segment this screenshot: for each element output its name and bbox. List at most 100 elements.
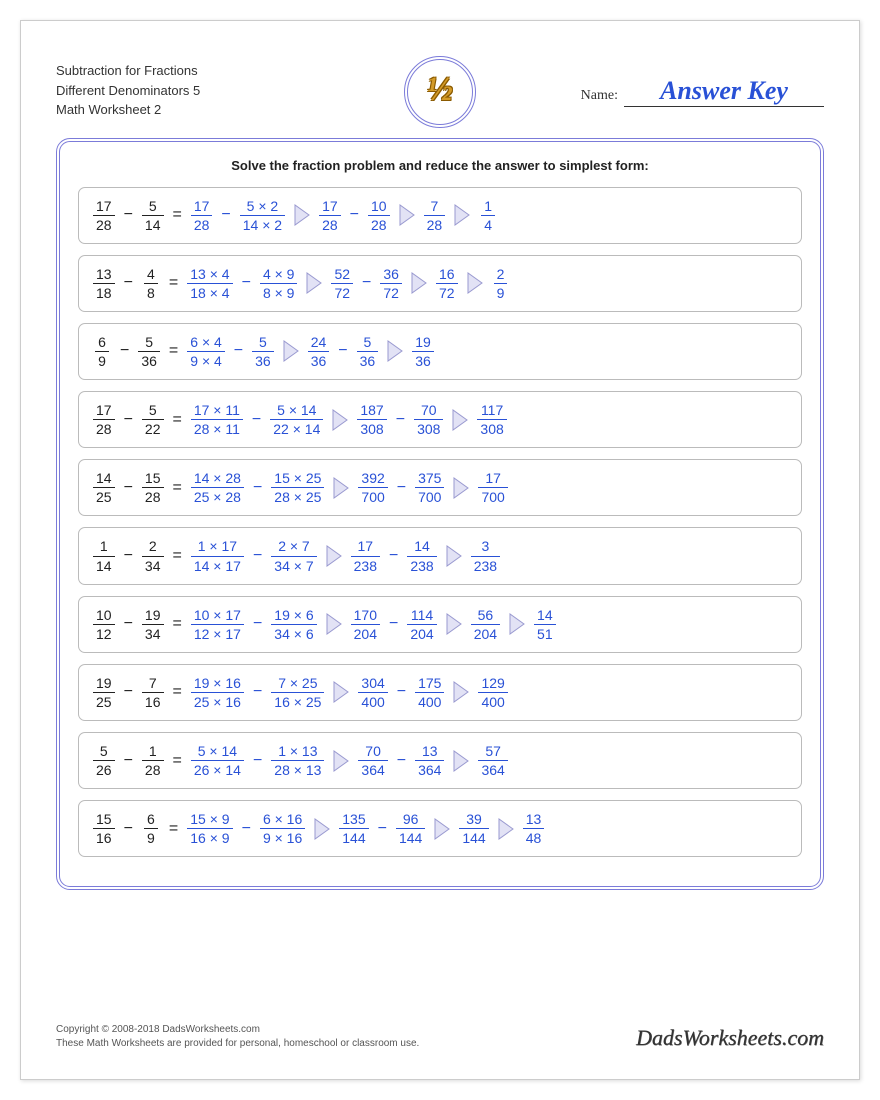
numerator: 17 — [482, 470, 504, 487]
minus-operator: − — [359, 274, 374, 292]
denominator: 144 — [396, 828, 425, 846]
denominator: 36 — [308, 351, 330, 369]
fraction: 5 36 — [252, 334, 274, 369]
denominator: 28 — [142, 760, 164, 778]
equals-operator: = — [170, 752, 185, 770]
step-arrow-icon — [399, 204, 415, 226]
problem-row: 15 16 − 6 9 = 15 × 9 16 × 9 − 6 × 16 9 ×… — [78, 800, 802, 857]
denominator: 364 — [478, 760, 507, 778]
title-line-1: Subtraction for Fractions — [56, 61, 200, 81]
fraction: 4 8 — [142, 266, 160, 301]
step-arrow-icon — [434, 818, 450, 840]
denominator: 364 — [415, 760, 444, 778]
fraction: 5 × 14 26 × 14 — [191, 743, 244, 778]
footer: Copyright © 2008-2018 DadsWorksheets.com… — [56, 1023, 824, 1051]
denominator: 25 — [93, 487, 115, 505]
numerator: 175 — [415, 675, 444, 692]
denominator: 22 × 14 — [270, 419, 323, 437]
minus-operator: − — [250, 683, 265, 701]
numerator: 6 — [144, 811, 158, 828]
minus-operator: − — [121, 411, 136, 429]
step-arrow-icon — [387, 340, 403, 362]
fraction: 6 × 16 9 × 16 — [260, 811, 305, 846]
minus-operator: − — [393, 411, 408, 429]
fraction: 39 144 — [459, 811, 488, 846]
denominator: 144 — [339, 828, 368, 846]
numerator: 16 — [436, 266, 458, 283]
step-arrow-icon — [332, 409, 348, 431]
denominator: 25 — [93, 692, 115, 710]
numerator: 39 — [463, 811, 485, 828]
fraction: 10 28 — [368, 198, 390, 233]
fraction: 24 36 — [308, 334, 330, 369]
fraction: 17 28 — [191, 198, 213, 233]
denominator: 36 — [412, 351, 434, 369]
numerator: 6 × 16 — [260, 811, 305, 828]
step-arrow-icon — [453, 750, 469, 772]
problem-row: 6 9 − 5 36 = 6 × 4 9 × 4 − 5 36 24 36 − … — [78, 323, 802, 380]
numerator: 56 — [475, 607, 497, 624]
fraction: 13 18 — [93, 266, 115, 301]
brand-logo: DadsWorksheets.com — [636, 1025, 824, 1051]
title-line-2: Different Denominators 5 — [56, 81, 200, 101]
fraction: 187 308 — [357, 402, 386, 437]
minus-operator: − — [394, 479, 409, 497]
fraction: 1 14 — [93, 538, 115, 573]
fraction: 5 36 — [138, 334, 160, 369]
numerator: 5 — [97, 743, 111, 760]
minus-operator: − — [335, 342, 350, 360]
fraction: 96 144 — [396, 811, 425, 846]
denominator: 14 — [93, 556, 115, 574]
numerator: 5 × 14 — [274, 402, 319, 419]
numerator: 375 — [415, 470, 444, 487]
step-arrow-icon — [453, 477, 469, 499]
denominator: 204 — [407, 624, 436, 642]
content-frame: Solve the fraction problem and reduce th… — [56, 138, 824, 891]
denominator: 26 — [93, 760, 115, 778]
numerator: 304 — [358, 675, 387, 692]
numerator: 170 — [351, 607, 380, 624]
denominator: 25 × 28 — [191, 487, 244, 505]
equals-operator: = — [170, 411, 185, 429]
numerator: 7 × 25 — [275, 675, 320, 692]
denominator: 9 — [494, 283, 508, 301]
numerator: 1 — [481, 198, 495, 215]
instructions: Solve the fraction problem and reduce th… — [78, 158, 802, 173]
logo-circle: ½ — [404, 56, 476, 128]
fraction: 3 238 — [471, 538, 500, 573]
denominator: 25 × 16 — [191, 692, 244, 710]
numerator: 5 — [361, 334, 375, 351]
fraction: 16 72 — [436, 266, 458, 301]
numerator: 5 — [146, 198, 160, 215]
numerator: 10 — [93, 607, 115, 624]
fraction: 1 × 13 28 × 13 — [271, 743, 324, 778]
denominator: 34 — [142, 624, 164, 642]
fraction: 175 400 — [415, 675, 444, 710]
fraction: 1 28 — [142, 743, 164, 778]
denominator: 34 × 7 — [271, 556, 316, 574]
fraction: 2 × 7 34 × 7 — [271, 538, 316, 573]
minus-operator: − — [250, 479, 265, 497]
denominator: 204 — [471, 624, 500, 642]
numerator: 17 — [355, 538, 377, 555]
fraction: 4 × 9 8 × 9 — [260, 266, 298, 301]
denominator: 34 — [142, 556, 164, 574]
fraction: 6 × 4 9 × 4 — [187, 334, 225, 369]
numerator: 1 — [146, 743, 160, 760]
fraction: 2 9 — [492, 266, 510, 301]
denominator: 28 × 25 — [271, 487, 324, 505]
numerator: 1 × 13 — [275, 743, 320, 760]
fraction: 15 × 9 16 × 9 — [187, 811, 232, 846]
minus-operator: − — [250, 752, 265, 770]
fraction: 15 × 25 28 × 25 — [271, 470, 324, 505]
numerator: 24 — [308, 334, 330, 351]
numerator: 1 — [97, 538, 111, 555]
equals-operator: = — [170, 479, 185, 497]
equals-operator: = — [166, 820, 181, 838]
fraction: 19 25 — [93, 675, 115, 710]
problem-row: 17 28 − 5 22 = 17 × 11 28 × 11 − 5 × 14 … — [78, 391, 802, 448]
step-arrow-icon — [509, 613, 525, 635]
denominator: 18 × 4 — [187, 283, 232, 301]
fraction: 17 28 — [319, 198, 341, 233]
step-arrow-icon — [453, 681, 469, 703]
